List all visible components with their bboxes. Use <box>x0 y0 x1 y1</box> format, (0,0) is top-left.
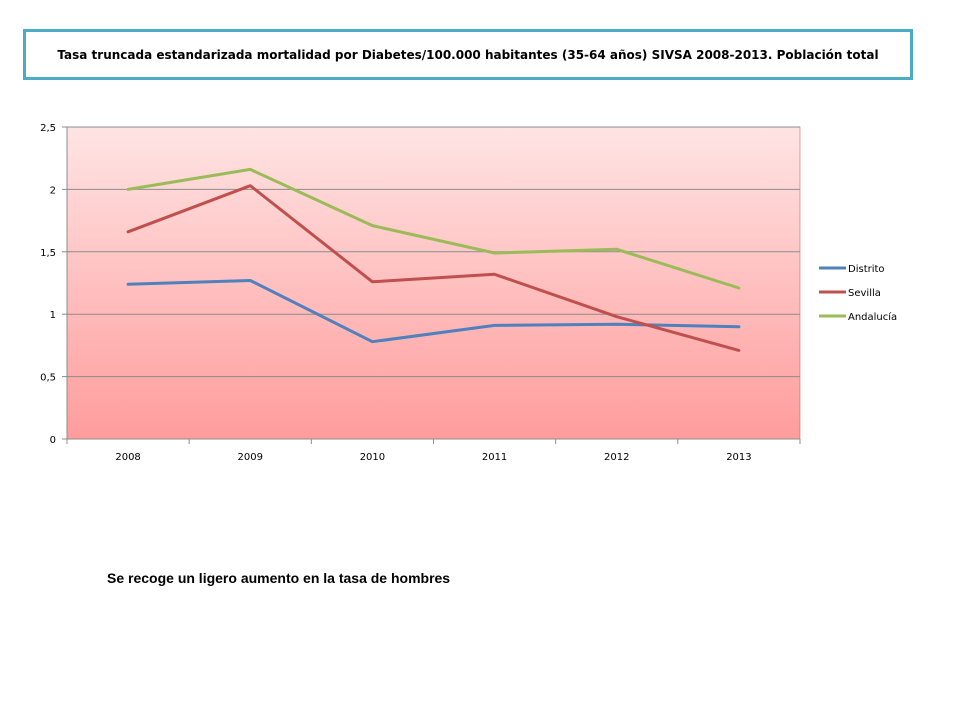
axes: 0 0,5 1 1,5 2 2,5 2008 2009 2010 2011 2012 2013 <box>40 123 801 463</box>
series-line-distrito <box>126 279 741 344</box>
legend-label: Andalucía <box>848 311 897 323</box>
x-tick-label: 2008 <box>115 452 140 463</box>
legend: Distrito Sevilla Andalucía <box>819 264 897 323</box>
series-lines <box>126 167 741 352</box>
y-tick-label: 1 <box>50 310 56 321</box>
y-tick-label: 2,5 <box>40 123 56 134</box>
legend-label: Sevilla <box>848 288 881 299</box>
chart-title: Tasa truncada estandarizada mortalidad p… <box>57 47 879 62</box>
x-tick-label: 2010 <box>360 452 385 463</box>
x-tick-label: 2013 <box>726 452 751 463</box>
legend-label: Distrito <box>848 264 885 275</box>
note-text: Se recoge un ligero aumento en la tasa d… <box>107 570 451 586</box>
y-tick-label: 2 <box>50 185 56 196</box>
x-tick-label: 2011 <box>482 452 507 463</box>
x-tick-label: 2009 <box>238 452 263 463</box>
series-line-andaluca <box>126 167 741 290</box>
gridlines <box>67 126 800 378</box>
x-tick-label: 2012 <box>604 452 629 463</box>
series-line-sevilla <box>126 184 741 352</box>
chart-title-box: Tasa truncada estandarizada mortalidad p… <box>23 29 913 80</box>
y-tick-label: 1,5 <box>40 248 56 259</box>
y-tick-label: 0,5 <box>40 373 56 384</box>
y-tick-label: 0 <box>50 435 56 446</box>
